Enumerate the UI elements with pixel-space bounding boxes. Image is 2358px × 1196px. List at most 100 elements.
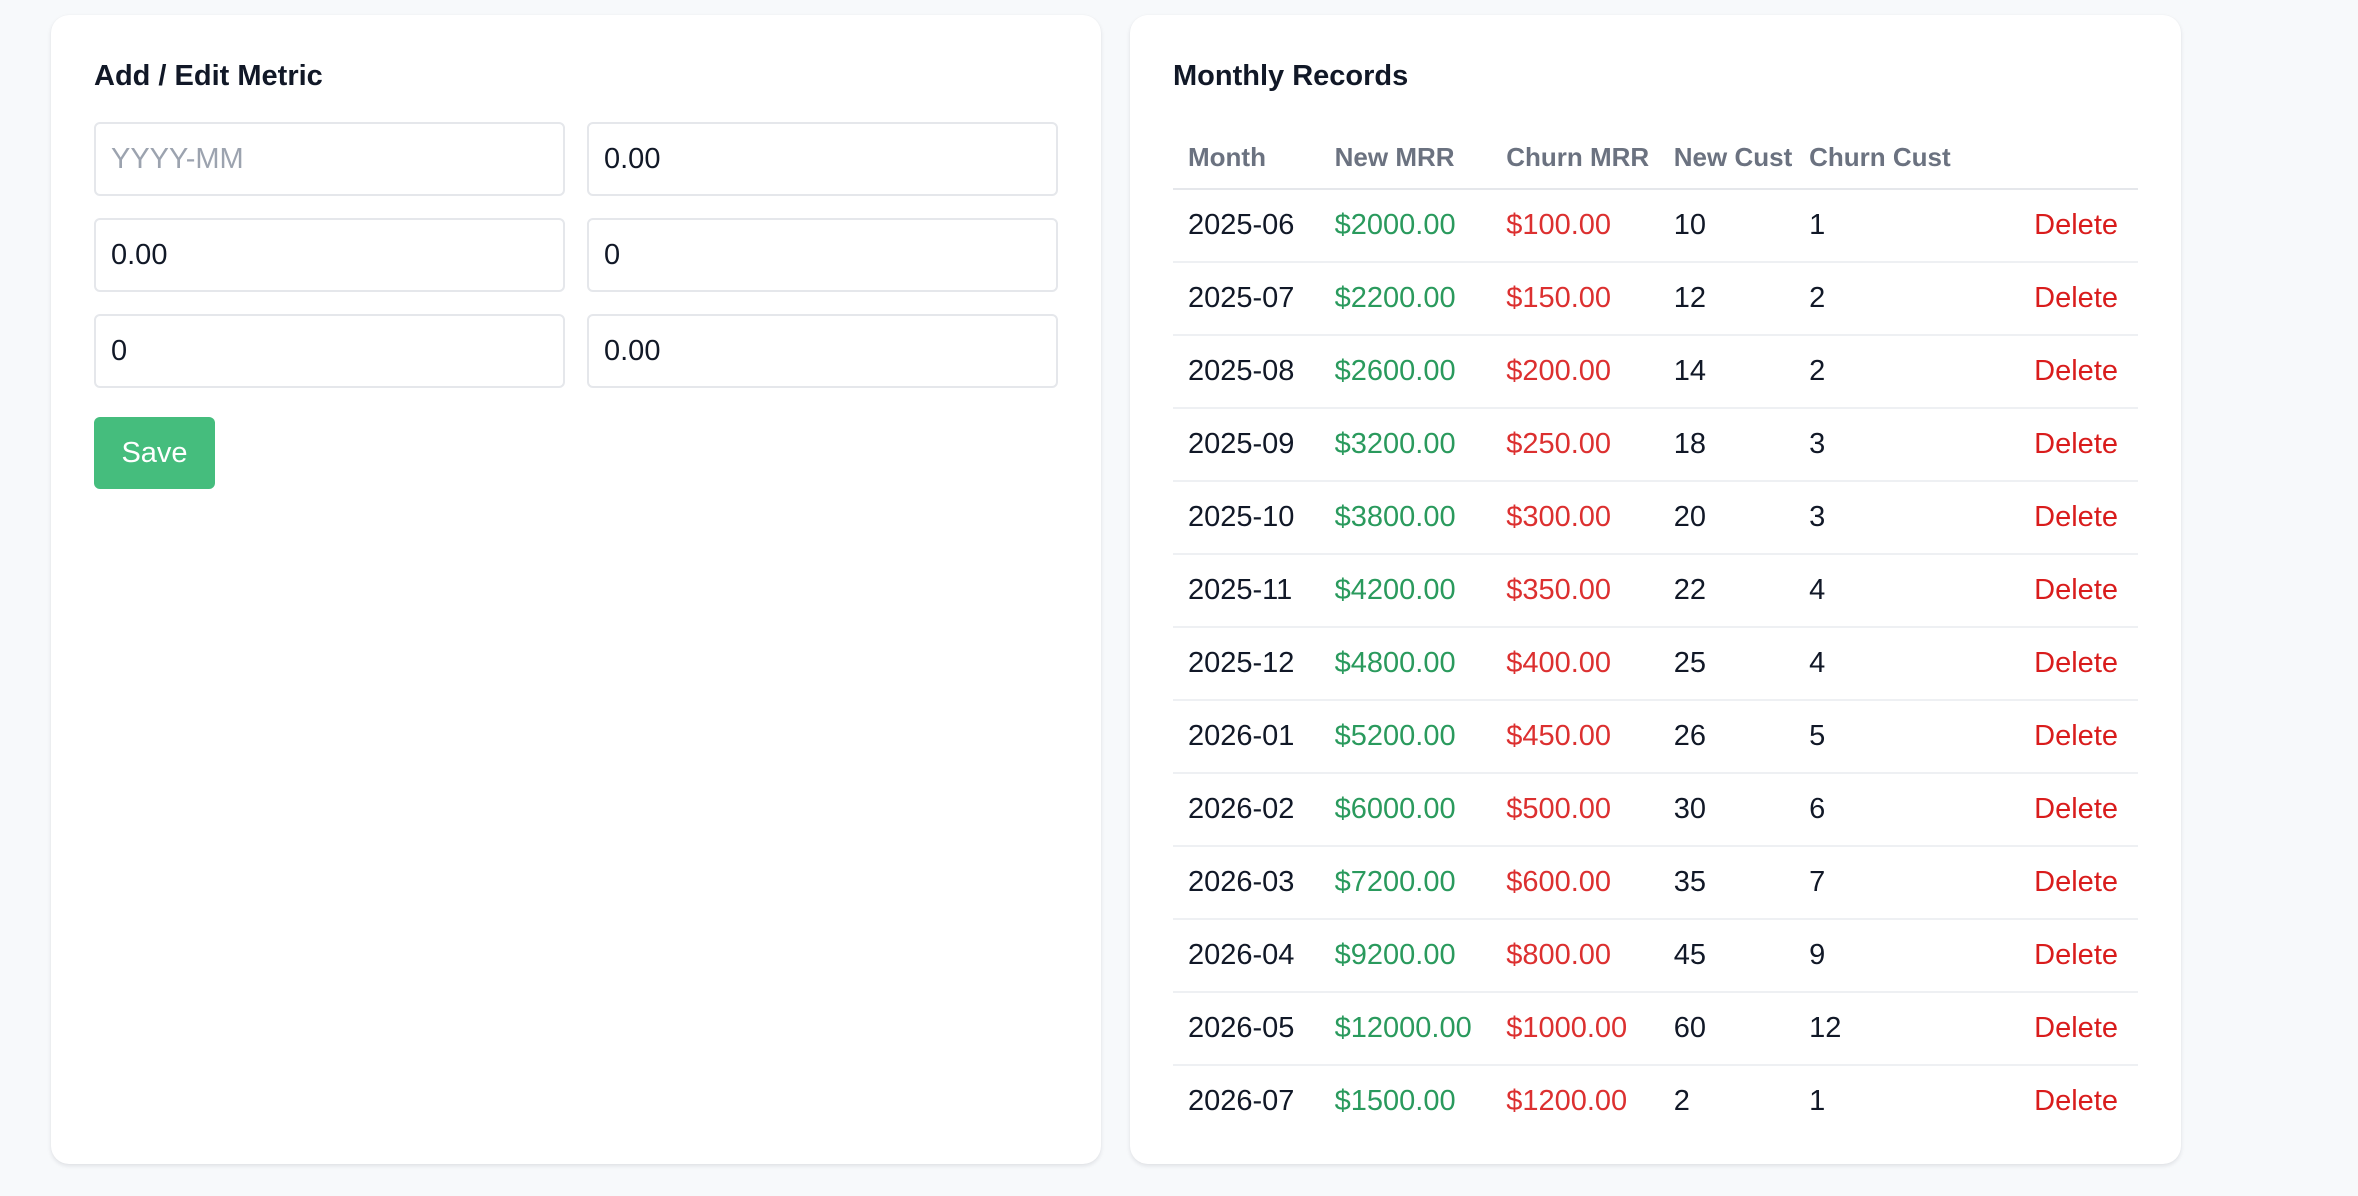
records-body: 2025-06 $2000.00 $100.00 10 1 Delete 2025-07 $2… <box>1173 189 2138 1137</box>
monthly-records-card: Monthly Records Month New MRR Churn MRR … <box>1130 15 2181 1164</box>
cell-new-mrr: $12000.00 <box>1319 992 1492 1066</box>
other-amount-input[interactable] <box>587 314 1058 388</box>
cell-churn-mrr: $600.00 <box>1491 846 1659 920</box>
cell-churn-mrr: $250.00 <box>1491 408 1659 482</box>
cell-month: 2025-10 <box>1173 481 1320 555</box>
churned-customers-input[interactable] <box>94 314 565 388</box>
cell-month: 2025-11 <box>1173 554 1320 628</box>
table-row: 2025-12 $4800.00 $400.00 25 4 Delete <box>1173 627 2138 701</box>
cell-month: 2026-02 <box>1173 773 1320 847</box>
cell-churn-mrr: $1000.00 <box>1491 992 1659 1066</box>
cell-new-cust: 25 <box>1658 627 1795 701</box>
delete-button[interactable]: Delete <box>1959 846 2138 920</box>
cell-month: 2026-04 <box>1173 919 1320 993</box>
cell-new-cust: 2 <box>1673 1085 1690 1117</box>
table-row: 2026-05 $12000.00 $1000.00 60 12 Delete <box>1173 992 2138 1066</box>
cell-new-cust: 22 <box>1658 554 1795 628</box>
table-row: 2025-09 $3200.00 $250.00 18 3 Delete <box>1173 408 2138 482</box>
metric-form <box>94 122 1058 388</box>
cell-new-mrr: $4800.00 <box>1319 627 1492 701</box>
cell-new-mrr: $2200.00 <box>1319 262 1492 336</box>
churn-mrr-input[interactable] <box>94 218 565 292</box>
delete-button[interactable]: Delete <box>1959 481 2138 555</box>
form-title: Add / Edit Metric <box>94 60 323 92</box>
cell-month: 2025-07 <box>1173 262 1320 336</box>
cell-new-cust: 20 <box>1658 481 1795 555</box>
cell-new-cust: 10 <box>1658 189 1795 263</box>
column-header-month: Month <box>1173 127 1320 190</box>
cell-churn-mrr: $350.00 <box>1491 554 1659 628</box>
delete-button[interactable]: Delete <box>1959 627 2138 701</box>
table-row: 2025-11 $4200.00 $350.00 22 4 Delete <box>1173 554 2138 628</box>
cell-new-cust: 60 <box>1658 992 1795 1066</box>
cell-new-mrr: $1500.00 <box>1334 1085 1456 1117</box>
cell-new-mrr: $7200.00 <box>1319 846 1492 920</box>
cell-new-cust: 14 <box>1658 335 1795 409</box>
cell-month: 2025-09 <box>1173 408 1320 482</box>
cell-new-cust: 18 <box>1658 408 1795 482</box>
delete-button[interactable]: Delete <box>1959 773 2138 847</box>
cell-churn-mrr: $800.00 <box>1491 919 1659 993</box>
delete-button[interactable]: Delete <box>1959 992 2138 1066</box>
cell-month: 2025-06 <box>1173 189 1320 263</box>
column-header-new-cust: New Cust <box>1658 127 1795 190</box>
column-header-actions <box>1959 127 2138 190</box>
column-header-new-mrr: New MRR <box>1319 127 1492 190</box>
table-row: 2025-10 $3800.00 $300.00 20 3 Delete <box>1173 481 2138 555</box>
cell-month: 2026-05 <box>1173 992 1320 1066</box>
cell-new-mrr: $4200.00 <box>1319 554 1492 628</box>
delete-button[interactable]: Delete <box>2034 1085 2118 1117</box>
cell-churn-cust: 5 <box>1794 700 1960 774</box>
cell-churn-cust: 7 <box>1794 846 1960 920</box>
cell-new-mrr: $3200.00 <box>1319 408 1492 482</box>
cell-churn-mrr: $300.00 <box>1491 481 1659 555</box>
cell-month: 2026-07 <box>1188 1085 1295 1117</box>
add-edit-metric-card: Add / Edit Metric Save <box>51 15 1101 1164</box>
cell-new-cust: 35 <box>1658 846 1795 920</box>
table-row: 2025-06 $2000.00 $100.00 10 1 Delete <box>1173 189 2138 263</box>
cell-new-mrr: $9200.00 <box>1319 919 1492 993</box>
cell-new-cust: 45 <box>1658 919 1795 993</box>
records-table: Month New MRR Churn MRR New Cust Churn C… <box>1173 127 2138 1137</box>
delete-button[interactable]: Delete <box>1959 335 2138 409</box>
cell-new-cust: 30 <box>1658 773 1795 847</box>
cell-churn-cust: 9 <box>1794 919 1960 993</box>
table-row: 2026-04 $9200.00 $800.00 45 9 Delete <box>1173 919 2138 993</box>
cell-month: 2025-12 <box>1173 627 1320 701</box>
cell-churn-cust: 3 <box>1794 481 1960 555</box>
table-row: 2026-07 $1500.00 $1200.00 2 1 Delete <box>1173 1065 2138 1137</box>
cell-new-mrr: $3800.00 <box>1319 481 1492 555</box>
cell-churn-mrr: $100.00 <box>1491 189 1659 263</box>
column-header-churn-cust: Churn Cust <box>1794 127 1960 190</box>
cell-churn-cust: 2 <box>1794 262 1960 336</box>
cell-churn-cust: 4 <box>1794 627 1960 701</box>
delete-button[interactable]: Delete <box>1959 189 2138 263</box>
delete-button[interactable]: Delete <box>1959 919 2138 993</box>
save-button[interactable]: Save <box>94 417 215 489</box>
table-header-row: Month New MRR Churn MRR New Cust Churn C… <box>1173 127 2138 190</box>
cell-churn-cust: 3 <box>1794 408 1960 482</box>
cell-new-cust: 12 <box>1658 262 1795 336</box>
cell-churn-mrr: $500.00 <box>1491 773 1659 847</box>
month-input[interactable] <box>94 122 565 196</box>
cell-churn-cust: 1 <box>1809 1085 1826 1117</box>
cell-month: 2026-01 <box>1173 700 1320 774</box>
cell-month: 2026-03 <box>1173 846 1320 920</box>
cell-churn-cust: 6 <box>1794 773 1960 847</box>
cell-churn-cust: 2 <box>1794 335 1960 409</box>
records-title: Monthly Records <box>1173 60 1409 92</box>
delete-button[interactable]: Delete <box>1959 554 2138 628</box>
delete-button[interactable]: Delete <box>1959 262 2138 336</box>
table-row: 2026-02 $6000.00 $500.00 30 6 Delete <box>1173 773 2138 847</box>
cell-churn-mrr: $200.00 <box>1491 335 1659 409</box>
cell-churn-cust: 12 <box>1794 992 1960 1066</box>
cell-new-mrr: $2000.00 <box>1319 189 1492 263</box>
cell-churn-cust: 1 <box>1794 189 1960 263</box>
delete-button[interactable]: Delete <box>1959 700 2138 774</box>
new-customers-input[interactable] <box>587 218 1058 292</box>
delete-button[interactable]: Delete <box>1959 408 2138 482</box>
new-mrr-input[interactable] <box>587 122 1058 196</box>
cell-churn-mrr: $400.00 <box>1491 627 1659 701</box>
cell-month: 2025-08 <box>1173 335 1320 409</box>
